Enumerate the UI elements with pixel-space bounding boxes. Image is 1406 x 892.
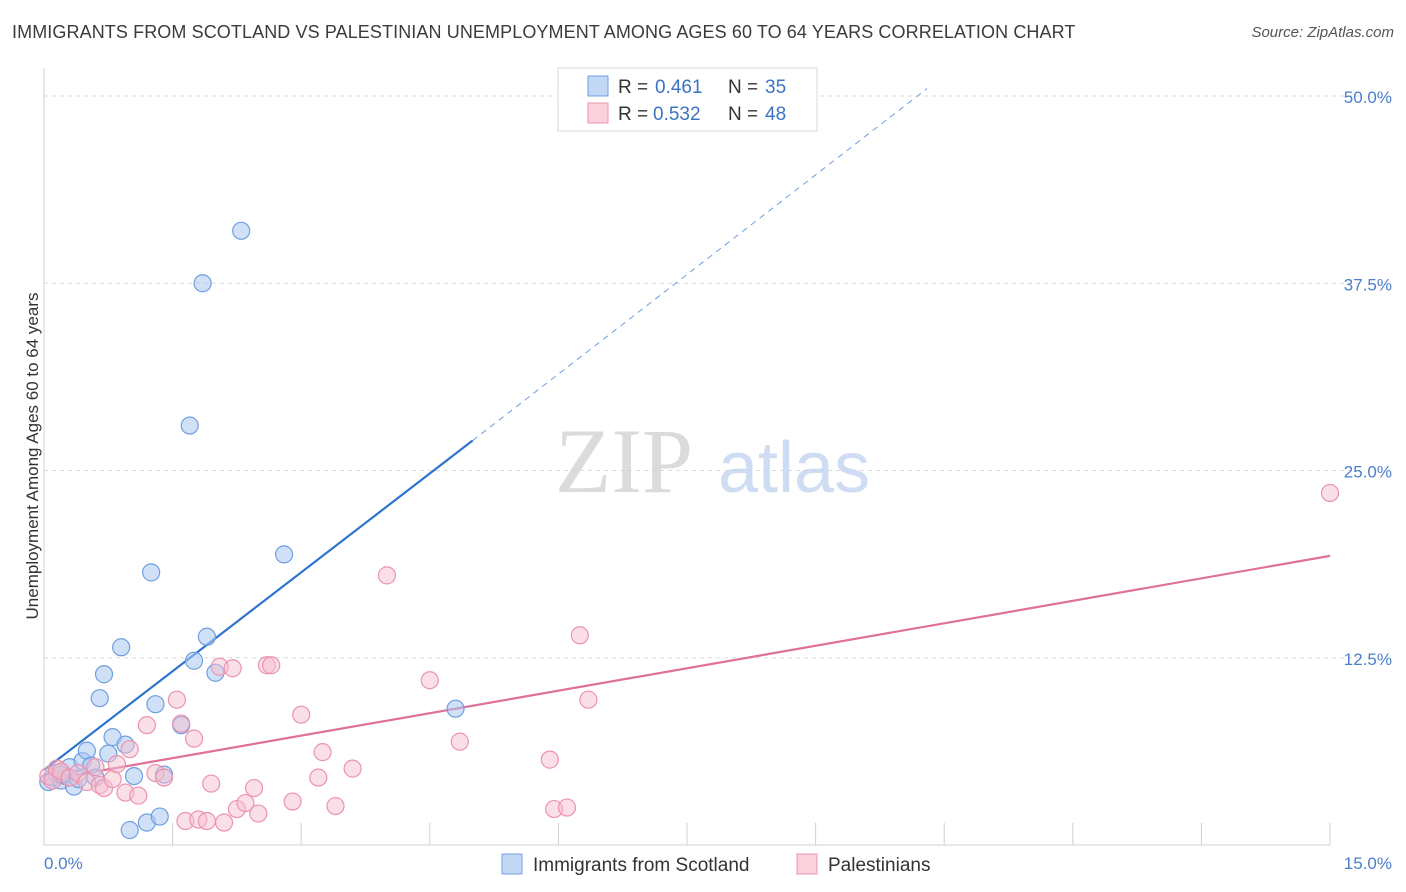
bottom-legend: Immigrants from Scotland Palestinians xyxy=(501,853,930,876)
point-scotland-12 xyxy=(90,689,109,708)
point-palestinians-7 xyxy=(86,758,105,777)
point-palestinians-46 xyxy=(570,626,589,645)
x-tick-label-1: 15.0% xyxy=(1344,854,1392,873)
point-palestinians-33 xyxy=(262,656,281,675)
bottom-legend-swatch-scotland xyxy=(501,853,523,875)
bottom-legend-label-scotland: Immigrants from Scotland xyxy=(533,855,749,876)
point-palestinians-18 xyxy=(167,690,186,709)
point-scotland-31 xyxy=(232,221,251,240)
point-palestinians-39 xyxy=(343,759,362,778)
watermark-atlas: atlas xyxy=(718,428,870,508)
legend-swatch-palestinians xyxy=(587,102,609,124)
point-scotland-16 xyxy=(112,638,131,657)
legend-n-label-palestinians: N = xyxy=(728,104,758,125)
bottom-legend-label-palestinians: Palestinians xyxy=(828,855,930,876)
point-scotland-18 xyxy=(120,820,139,840)
trendlines xyxy=(43,88,1331,782)
y-axis-label: Unemployment Among Ages 60 to 64 years xyxy=(23,293,42,620)
bottom-legend-swatch-palestinians xyxy=(796,853,818,875)
top-legend: R = 0.461 N = 35 R = 0.532 N = 48 xyxy=(557,67,818,132)
point-palestinians-19 xyxy=(172,714,191,733)
y-tick-label-3: 50.0% xyxy=(1344,88,1392,107)
watermark: ZIP atlas xyxy=(555,410,870,512)
point-palestinians-40 xyxy=(377,566,397,585)
point-palestinians-11 xyxy=(107,755,126,774)
point-scotland-9 xyxy=(77,741,96,760)
point-palestinians-34 xyxy=(283,792,302,811)
point-palestinians-23 xyxy=(197,811,216,831)
point-palestinians-24 xyxy=(202,774,221,793)
point-palestinians-29 xyxy=(236,793,255,813)
point-palestinians-15 xyxy=(137,716,156,735)
point-palestinians-21 xyxy=(184,729,204,748)
legend-swatch-scotland xyxy=(587,75,609,97)
point-palestinians-45 xyxy=(557,798,577,817)
legend-n-label-scotland: N = xyxy=(728,77,758,98)
legend-r-label-palestinians: R = xyxy=(618,104,648,125)
point-palestinians-47 xyxy=(579,690,598,709)
point-palestinians-43 xyxy=(540,750,559,769)
series-scotland-points xyxy=(39,221,465,840)
point-palestinians-27 xyxy=(223,659,242,678)
point-palestinians-14 xyxy=(129,786,148,805)
point-palestinians-42 xyxy=(450,732,469,751)
trendline-scotland xyxy=(43,439,474,771)
point-scotland-29 xyxy=(197,627,216,646)
legend-r-value-palestinians: 0.532 xyxy=(653,104,701,125)
point-palestinians-17 xyxy=(154,768,174,787)
y-tick-label-1: 25.0% xyxy=(1344,463,1392,482)
trendline-palestinians xyxy=(43,554,1331,782)
point-palestinians-37 xyxy=(313,743,332,762)
point-palestinians-36 xyxy=(309,768,328,787)
y-tick-label-0: 12.5% xyxy=(1344,650,1392,669)
point-scotland-28 xyxy=(193,274,212,293)
trendline-scotland-extension xyxy=(472,88,928,441)
point-palestinians-48 xyxy=(1320,483,1340,503)
point-scotland-23 xyxy=(150,807,169,826)
grid-lines xyxy=(44,95,1365,659)
point-scotland-22 xyxy=(146,695,165,714)
legend-n-value-palestinians: 48 xyxy=(765,104,786,125)
point-palestinians-30 xyxy=(244,778,264,798)
point-palestinians-38 xyxy=(326,796,345,816)
watermark-zip: ZIP xyxy=(555,410,693,512)
axes xyxy=(43,68,1331,846)
point-palestinians-10 xyxy=(103,769,122,789)
point-scotland-13 xyxy=(94,665,114,684)
source-credit: Source: ZipAtlas.com xyxy=(1251,24,1394,41)
point-scotland-33 xyxy=(446,699,465,718)
y-tick-label-2: 37.5% xyxy=(1344,275,1392,294)
legend-n-value-scotland: 35 xyxy=(765,77,786,98)
point-palestinians-13 xyxy=(120,740,139,759)
point-palestinians-31 xyxy=(249,804,268,823)
point-palestinians-35 xyxy=(292,705,311,724)
series-palestinians-points xyxy=(39,483,1340,832)
legend-r-label-scotland: R = xyxy=(618,77,648,98)
chart-title: IMMIGRANTS FROM SCOTLAND VS PALESTINIAN … xyxy=(12,22,1076,42)
x-tick-label-0: 0.0% xyxy=(44,854,83,873)
point-scotland-21 xyxy=(142,563,161,582)
point-palestinians-26 xyxy=(214,813,234,832)
point-scotland-27 xyxy=(184,651,204,670)
point-scotland-19 xyxy=(124,766,144,786)
legend-r-value-scotland: 0.461 xyxy=(655,77,703,98)
point-scotland-26 xyxy=(180,416,199,435)
point-scotland-32 xyxy=(274,545,294,564)
point-palestinians-41 xyxy=(420,671,439,690)
tick-labels: 12.5% 25.0% 37.5% 50.0% 0.0% 15.0% xyxy=(44,88,1392,873)
